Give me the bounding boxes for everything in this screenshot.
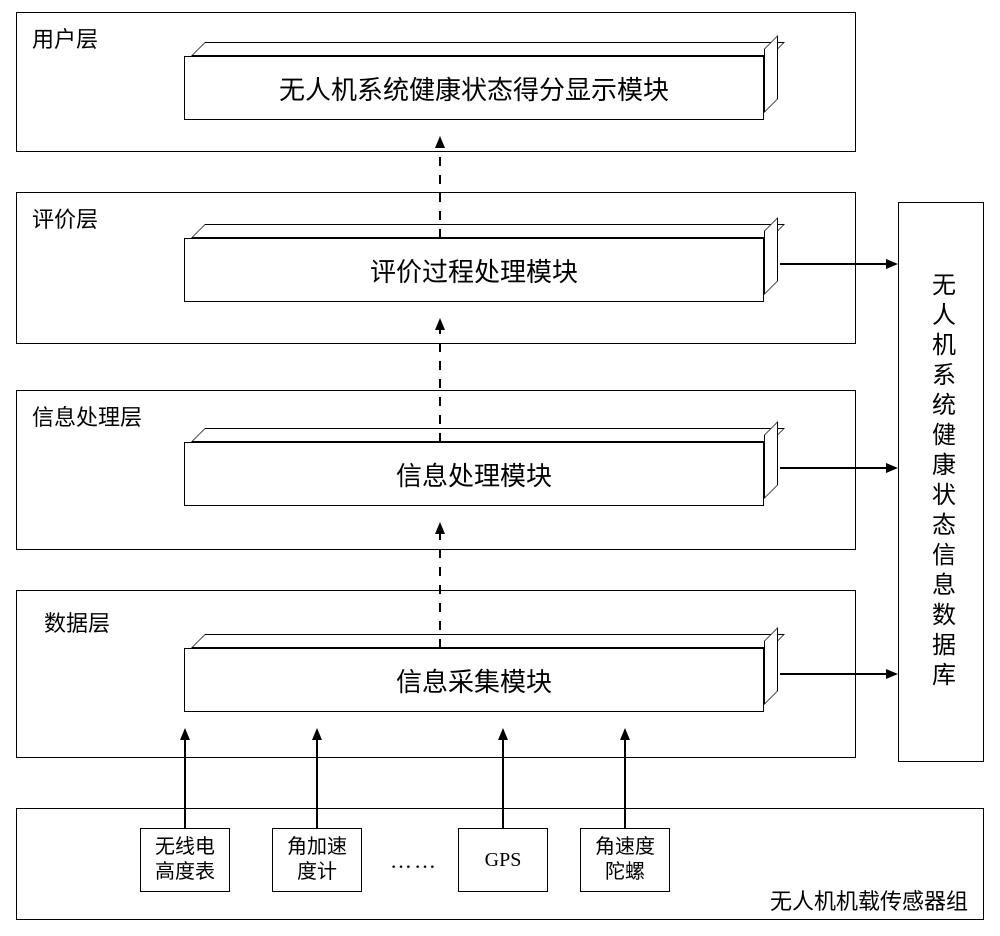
sensor-ang-accel: 角加速 度计 (272, 828, 362, 892)
label-user: 用户层 (32, 22, 98, 54)
label-sensor: 无人机机载传感器组 (770, 884, 968, 916)
label-data: 数据层 (44, 606, 110, 638)
database-box: 无人机系统健康状态信息数据库 (898, 202, 984, 762)
label-eval: 评价层 (32, 202, 98, 234)
sensor-ang-rate-gyro: 角速度 陀螺 (580, 828, 670, 892)
diagram-canvas: 用户层 评价层 信息处理层 数据层 无人机机载传感器组 无人机系统健康状态得分显… (10, 10, 990, 926)
sensor-gps: GPS (458, 828, 548, 892)
sensor-ellipsis: …… (390, 848, 438, 874)
label-proc: 信息处理层 (32, 400, 142, 432)
sensor-radio-altimeter: 无线电 高度表 (140, 828, 230, 892)
